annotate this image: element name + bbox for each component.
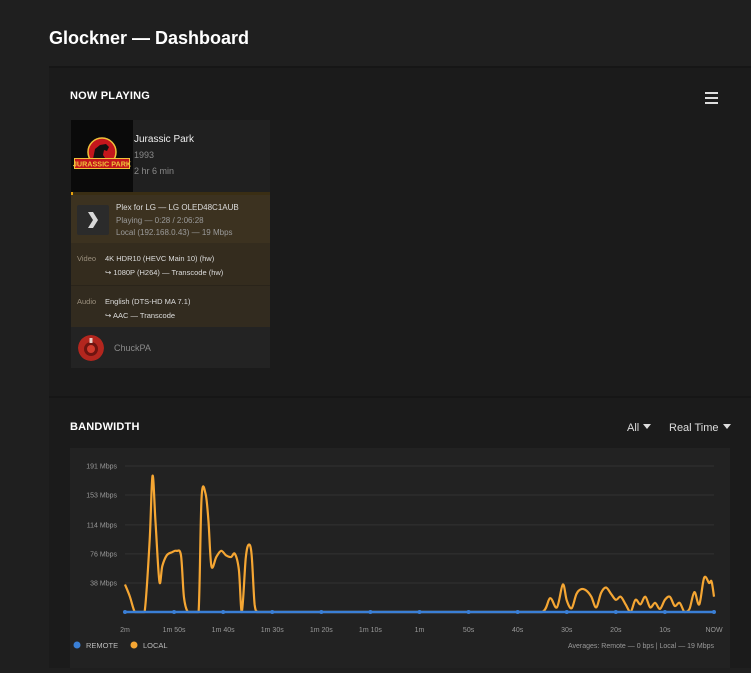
remote-point — [123, 610, 127, 614]
range-label: Real Time — [669, 422, 719, 434]
movie-title[interactable]: Jurassic Park — [134, 134, 195, 145]
x-tick-label: 20s — [610, 627, 622, 634]
chart-grid — [125, 465, 714, 584]
remote-point — [662, 610, 667, 614]
video-transcode: ↪ 1080P (H264) — Transcode (hw) — [105, 268, 224, 277]
remote-point — [712, 610, 716, 614]
movie-poster: JURASSIC PARK — [71, 120, 133, 192]
x-tick-label: 30s — [561, 627, 573, 634]
player-info: Plex for LG — LG OLED48C1AUB Playing — 0… — [71, 195, 270, 243]
audio-stream-info: Audio English (DTS-HD MA 7.1) ↪ AAC — Tr… — [71, 285, 270, 328]
page-title: Glockner — Dashboard — [49, 28, 250, 48]
legend-remote-dot — [73, 641, 81, 649]
audio-source: English (DTS-HD MA 7.1) — [105, 297, 191, 306]
x-tick-label: 1m 30s — [261, 627, 284, 634]
remote-point — [270, 610, 275, 614]
user-name[interactable]: ChuckPA — [114, 343, 151, 353]
bandwidth-chart: 38 Mbps 76 Mbps 114 Mbps 153 Mbps 191 Mbps 2… — [70, 448, 730, 668]
remote-points — [123, 610, 716, 614]
player-network: Local (192.168.0.43) — 19 Mbps — [116, 228, 233, 237]
remote-point — [515, 610, 520, 614]
series-line-local — [123, 474, 716, 614]
x-axis-labels: 2m 1m 50s 1m 40s 1m 30s 1m 20s 1m 10s 1m 50s 40s… — [120, 627, 723, 634]
avatar — [78, 335, 104, 361]
plex-chevron-icon — [88, 212, 98, 228]
remote-point — [613, 610, 618, 614]
x-tick-label: 40s — [512, 627, 524, 634]
x-tick-label: 2m — [120, 627, 130, 634]
media-info: JURASSIC PARK Jurassic Park 1993 2 hr 6 … — [71, 120, 270, 192]
x-tick-label: 50s — [463, 627, 475, 634]
user-info[interactable]: ChuckPA — [71, 327, 270, 368]
filter-caret-icon — [643, 424, 652, 429]
range-caret-icon — [722, 424, 731, 429]
x-tick-label: 10s — [659, 627, 671, 634]
y-tick-label: 153 Mbps — [86, 493, 117, 500]
y-axis-labels: 38 Mbps 76 Mbps 114 Mbps 153 Mbps 191 Mbps — [86, 464, 117, 588]
player-icon — [77, 205, 109, 235]
video-stream-info: Video 4K HDR10 (HEVC Main 10) (hw) ↪ 108… — [71, 243, 270, 285]
legend-remote-label: REMOTE — [86, 641, 118, 650]
remote-point — [221, 610, 226, 614]
x-tick-label: 1m 40s — [212, 627, 235, 634]
x-tick-label: 1m 50s — [163, 627, 186, 634]
y-tick-label: 38 Mbps — [90, 580, 117, 587]
remote-point — [564, 610, 569, 614]
list-view-icon[interactable] — [705, 92, 718, 104]
progress-fill — [71, 192, 73, 195]
session-card[interactable]: JURASSIC PARK Jurassic Park 1993 2 hr 6 … — [71, 120, 270, 368]
movie-duration: 2 hr 6 min — [134, 166, 175, 176]
remote-point — [466, 610, 471, 614]
now-playing-panel: NOW PLAYING JURASSIC PARK Jurassic Park … — [49, 66, 751, 398]
player-name: Plex for LG — LG OLED48C1AUB — [116, 203, 239, 212]
y-tick-label: 191 Mbps — [86, 464, 117, 471]
x-tick-label: 1m 10s — [359, 627, 382, 634]
averages-text: Averages: Remote — 0 bps | Local — 19 Mb… — [568, 643, 715, 650]
legend-local-label: LOCAL — [143, 641, 168, 650]
filter-label: All — [627, 422, 640, 434]
x-tick-label: 1m 20s — [310, 627, 333, 634]
audio-transcode: ↪ AAC — Transcode — [105, 311, 176, 320]
legend-local-dot — [130, 641, 138, 649]
y-tick-label: 114 Mbps — [87, 522, 118, 529]
audio-label: Audio — [77, 297, 97, 306]
remote-point — [172, 610, 177, 614]
filter-dropdown[interactable]: All — [627, 422, 652, 434]
x-tick-label: 1m — [415, 627, 425, 634]
remote-point — [417, 610, 422, 614]
jurassic-park-logo-icon: JURASSIC PARK — [73, 137, 131, 169]
movie-year: 1993 — [134, 150, 155, 160]
y-tick-label: 76 Mbps — [90, 551, 117, 558]
video-label: Video — [77, 254, 97, 263]
remote-point — [368, 610, 373, 614]
bandwidth-title: BANDWIDTH — [70, 421, 140, 433]
bandwidth-panel: BANDWIDTH All Real Time 38 Mbps 76 Mbps 11… — [49, 396, 751, 668]
user-avatar-icon — [78, 335, 104, 361]
chart-legend: REMOTE LOCAL Averages: Remote — 0 bps | … — [73, 641, 715, 650]
range-dropdown[interactable]: Real Time — [669, 422, 731, 434]
playback-progress-bar — [71, 192, 270, 195]
poster-logo-text: JURASSIC PARK — [73, 160, 131, 169]
remote-point — [319, 610, 324, 614]
x-tick-label: NOW — [705, 627, 723, 634]
video-source: 4K HDR10 (HEVC Main 10) (hw) — [105, 254, 215, 263]
bandwidth-chart-svg: 38 Mbps 76 Mbps 114 Mbps 153 Mbps 191 Mbps 2… — [73, 464, 723, 650]
now-playing-title: NOW PLAYING — [70, 90, 151, 102]
player-state: Playing — 0:28 / 2:06:28 — [116, 216, 204, 225]
